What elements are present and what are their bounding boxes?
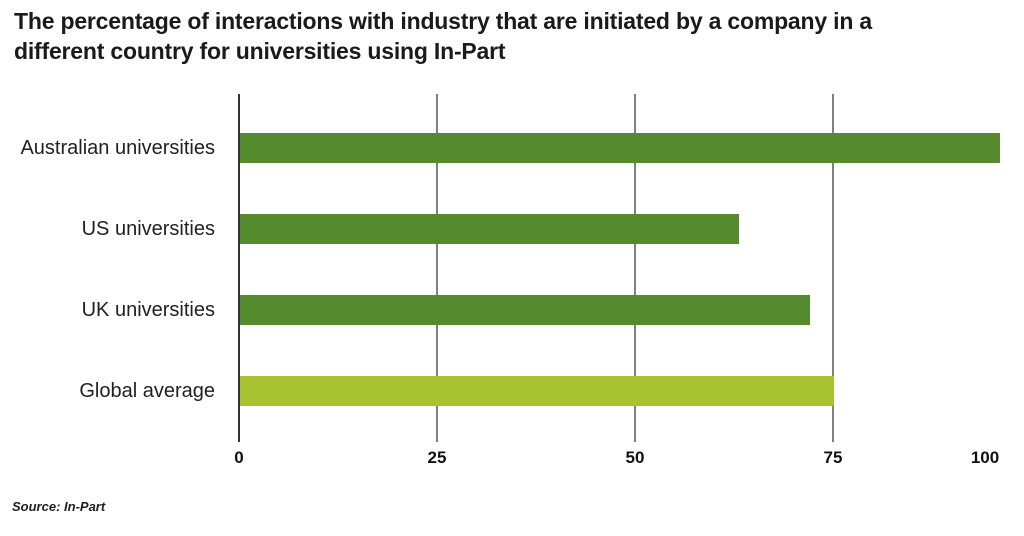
chart-title-line1: The percentage of interactions with indu… <box>14 8 872 34</box>
gridline-50 <box>634 94 636 442</box>
bar-us-universities <box>240 214 739 244</box>
category-label-uk-universities: UK universities <box>81 299 215 321</box>
category-label-australian-universities: Australian universities <box>20 137 215 159</box>
x-tick-label-100: 100 <box>970 448 1000 467</box>
x-tick-label-75: 75 <box>823 448 843 467</box>
x-axis-line <box>238 94 240 442</box>
bar-australian-universities <box>240 133 1000 163</box>
gridline-25 <box>436 94 438 442</box>
category-label-global-average: Global average <box>79 380 215 402</box>
chart-title: The percentage of interactions with indu… <box>14 6 1014 66</box>
chart-title-line2: different country for universities using… <box>14 38 506 64</box>
bar-global-average <box>240 376 834 406</box>
bar-uk-universities <box>240 295 810 325</box>
category-label-us-universities: US universities <box>81 218 215 240</box>
gridline-75 <box>832 94 834 442</box>
x-tick-label-25: 25 <box>427 448 447 467</box>
x-tick-label-50: 50 <box>625 448 645 467</box>
x-tick-label-0: 0 <box>234 448 244 467</box>
source-note: Source: In-Part <box>12 499 106 514</box>
